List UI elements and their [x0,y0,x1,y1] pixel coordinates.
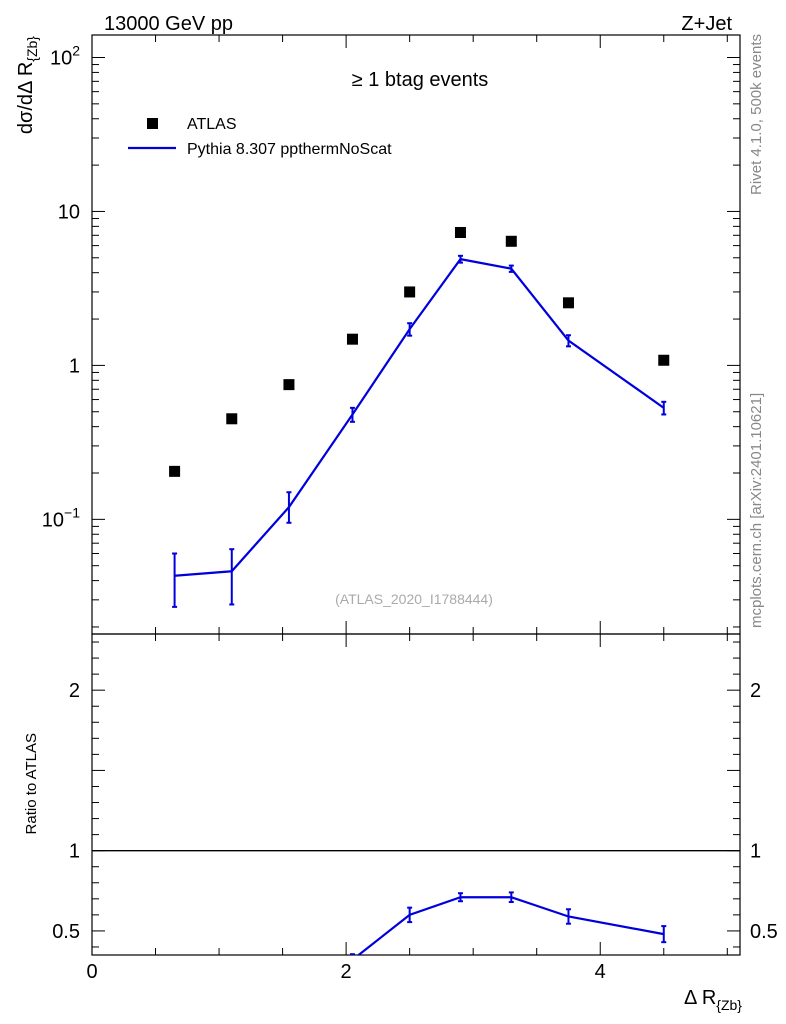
x-tick-label: 4 [595,961,606,983]
atlas-point [505,235,517,247]
pythia-line [174,257,665,577]
atlas-point [404,286,416,298]
ratio-tick-label-right: 0.5 [750,921,778,943]
y-tick-label: 1 [69,355,80,377]
ratio-tick-label: 2 [69,680,80,702]
ratio-tick-label: 0.5 [52,921,80,943]
atlas-point [346,333,358,345]
mcplots-source-label: mcplots.cern.ch [arXiv:2401.10621] [748,393,765,628]
atlas-point [169,465,181,477]
pythia-series [172,254,667,608]
y-tick-label: 10 [58,201,80,223]
x-axis-label: Δ R{Zb} [684,987,742,1013]
atlas-point [562,297,574,309]
ratio-panel-frame [91,633,741,956]
atlas-point [283,379,295,391]
analysis-watermark: (ATLAS_2020_I1788444) [335,591,493,607]
legend-pythia-label: Pythia 8.307 ppthermNoScat [187,141,392,158]
atlas-point [454,226,466,238]
atlas-point [658,354,670,366]
x-tick-label: 0 [86,961,97,983]
atlas-point [226,413,238,425]
ratio-tick-label-right: 1 [750,841,761,863]
rivet-version-label: Rivet 4.1.0, 500k events [748,34,765,195]
ratio-tick-label-right: 2 [750,680,761,702]
ratio-tick-label: 1 [69,841,80,863]
header-process: 13000 GeV pp [104,13,233,35]
y-axis-label: dσ/dΔ R{Zb} [15,36,40,134]
legend-atlas-label: ATLAS [187,116,237,133]
y-tick-label: 102 [50,42,80,69]
legend-atlas-marker [147,118,158,129]
chart-title: ≥ 1 btag events [352,69,489,91]
header-analysis: Z+Jet [681,13,732,35]
ratio-line [356,896,664,955]
x-tick-label: 2 [341,961,352,983]
ratio-axis-label: Ratio to ATLAS [23,733,40,834]
ratio-series [349,891,667,955]
y-tick-label: 10−1 [42,504,80,531]
